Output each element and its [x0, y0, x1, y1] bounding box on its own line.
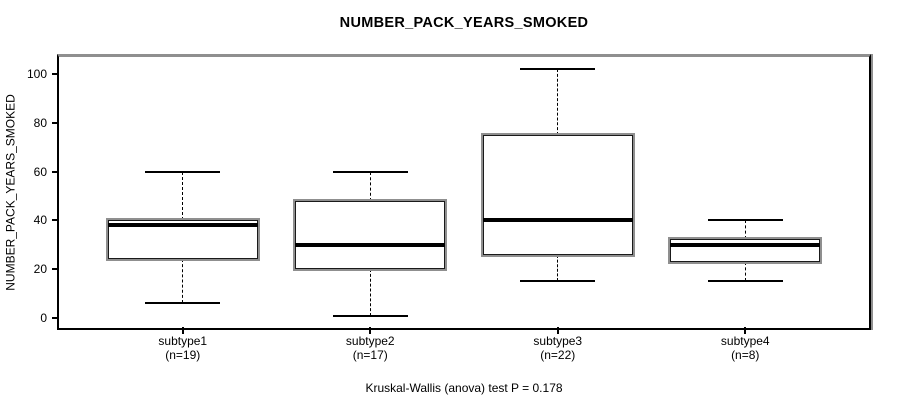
upper-whisker-cap: [145, 170, 221, 173]
stat-test-caption: Kruskal-Wallis (anova) test P = 0.178: [365, 381, 563, 395]
lower-whisker-cap: [332, 314, 408, 317]
y-tick-mark: [52, 170, 59, 173]
y-tick-mark: [52, 73, 59, 76]
plot-frame: [57, 54, 871, 330]
x-category-label: subtype3 (n=22): [488, 334, 628, 362]
x-category-name: subtype1: [158, 334, 208, 348]
lower-whisker-line: [557, 254, 558, 282]
chart-title: NUMBER_PACK_YEARS_SMOKED: [339, 15, 589, 31]
y-tick-label: 20: [33, 262, 47, 277]
x-category-label: subtype4 (n=8): [675, 334, 815, 362]
y-tick-mark: [52, 219, 59, 222]
iqr-box: [480, 133, 635, 257]
x-category-label: subtype1 (n=19): [113, 334, 253, 362]
y-tick-mark: [52, 316, 59, 319]
median-line: [482, 218, 633, 223]
upper-whisker-cap: [707, 219, 783, 222]
upper-whisker-line: [557, 69, 558, 136]
y-tick-mark: [52, 268, 59, 271]
y-tick-label: 60: [33, 164, 47, 179]
median-line: [295, 242, 446, 247]
upper-whisker-cap: [520, 68, 596, 71]
x-category-count: (n=22): [540, 347, 576, 362]
y-tick-label: 100: [26, 67, 47, 82]
x-category-count: (n=17): [352, 347, 388, 362]
upper-whisker-line: [744, 220, 746, 239]
x-category-count: (n=8): [731, 347, 760, 362]
x-category-name: subtype2: [345, 334, 395, 348]
x-category-count: (n=19): [165, 347, 201, 362]
upper-whisker-line: [369, 171, 371, 201]
median-line: [670, 242, 821, 247]
x-category-name: subtype4: [720, 334, 770, 348]
upper-whisker-line: [182, 171, 183, 221]
median-line: [107, 223, 258, 228]
x-category-name: subtype3: [533, 334, 583, 348]
y-tick-mark: [52, 121, 59, 124]
y-axis-label: NUMBER_PACK_YEARS_SMOKED: [3, 94, 18, 291]
x-tick-mark: [369, 327, 372, 334]
lower-whisker-cap: [707, 280, 783, 283]
y-tick-label: 40: [33, 213, 47, 228]
x-category-label: subtype2 (n=17): [300, 334, 440, 362]
x-tick-mark: [744, 327, 747, 334]
lower-whisker-cap: [520, 280, 596, 283]
y-tick-label: 0: [40, 310, 47, 325]
lower-whisker-cap: [145, 302, 221, 305]
y-tick-label: 80: [33, 115, 47, 130]
iqr-box: [293, 198, 448, 272]
lower-whisker-line: [744, 261, 746, 282]
upper-whisker-cap: [332, 170, 408, 173]
lower-whisker-line: [182, 259, 183, 304]
lower-whisker-line: [369, 269, 371, 316]
x-tick-mark: [181, 327, 184, 334]
x-tick-mark: [556, 327, 559, 334]
